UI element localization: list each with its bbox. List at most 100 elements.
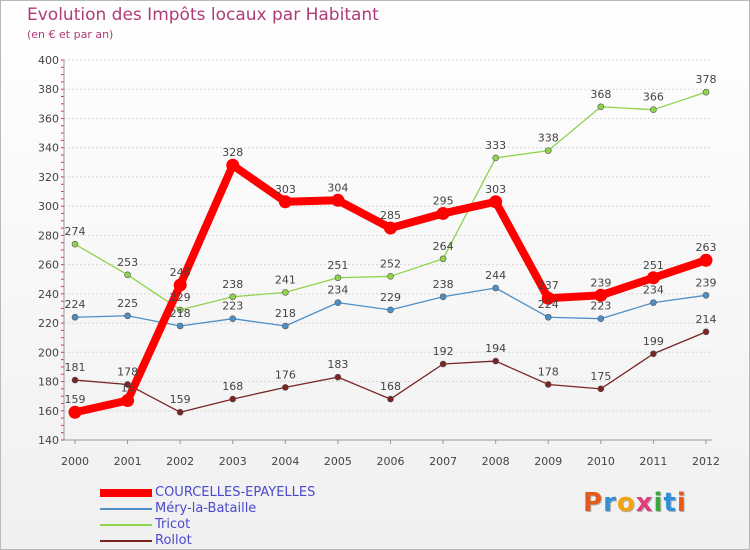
- data-label-courcelles-epayelles: 237: [538, 279, 559, 292]
- logo-letter: r: [603, 488, 617, 518]
- data-label-tricot: 252: [380, 257, 401, 270]
- series-line-courcelles-epayelles: [71, 161, 710, 417]
- data-point-courcelles-epayelles: [699, 253, 713, 267]
- chart-subtitle: (en € et par an): [27, 28, 114, 41]
- data-label-m-ry-la-bataille: 223: [222, 300, 243, 313]
- data-label-m-ry-la-bataille: 238: [433, 278, 454, 291]
- data-point-m-ry-la-bataille: [650, 299, 657, 306]
- data-point-tricot: [544, 147, 552, 154]
- data-label-courcelles-epayelles: 16: [121, 382, 135, 395]
- y-tick-label: 220: [38, 317, 59, 330]
- data-point-courcelles-epayelles: [68, 405, 82, 419]
- data-label-rollot: 178: [117, 365, 138, 378]
- data-point-tricot: [71, 240, 79, 248]
- proxiti-logo: Proxiti: [583, 488, 687, 518]
- legend-item: Méry-la-Bataille: [100, 501, 430, 517]
- data-label-courcelles-epayelles: 246: [170, 266, 191, 279]
- data-point-rollot: [334, 373, 342, 381]
- legend-label: COURCELLES-EPAYELLES: [155, 485, 316, 500]
- data-label-rollot: 176: [275, 368, 296, 381]
- data-label-rollot: 159: [170, 393, 191, 406]
- y-tick-label: 260: [38, 259, 59, 272]
- data-point-m-ry-la-bataille: [597, 315, 605, 322]
- x-tick-label: 2007: [429, 455, 457, 468]
- y-tick-label: 300: [38, 200, 59, 213]
- y-tick-label: 160: [38, 405, 59, 418]
- data-label-rollot: 168: [380, 380, 401, 393]
- data-label-courcelles-epayelles: 295: [433, 194, 454, 207]
- data-point-rollot: [492, 357, 499, 365]
- data-point-tricot: [439, 255, 447, 263]
- data-label-courcelles-epayelles: 304: [327, 181, 348, 194]
- data-label-m-ry-la-bataille: 234: [643, 284, 664, 297]
- data-label-m-ry-la-bataille: 224: [65, 298, 86, 311]
- data-point-courcelles-epayelles: [121, 394, 135, 408]
- data-label-courcelles-epayelles: 239: [590, 276, 611, 289]
- data-label-m-ry-la-bataille: 234: [327, 284, 348, 297]
- data-label-m-ry-la-bataille: 229: [380, 291, 401, 304]
- data-point-m-ry-la-bataille: [387, 306, 394, 314]
- data-label-m-ry-la-bataille: 218: [275, 307, 296, 320]
- data-label-rollot: 168: [222, 380, 243, 393]
- data-label-tricot: 241: [275, 273, 296, 286]
- legend-item: Rollot: [100, 533, 430, 549]
- data-point-rollot: [597, 385, 605, 393]
- y-tick-label: 240: [38, 288, 59, 301]
- data-label-rollot: 214: [696, 313, 717, 326]
- data-point-courcelles-epayelles: [436, 206, 450, 220]
- data-point-rollot: [702, 328, 710, 336]
- logo-letter: P: [583, 488, 604, 518]
- data-point-tricot: [334, 274, 342, 282]
- x-tick-label: 2000: [61, 455, 89, 468]
- data-point-rollot: [387, 395, 394, 403]
- data-point-courcelles-epayelles: [226, 158, 240, 172]
- data-label-tricot: 368: [590, 88, 611, 101]
- legend-swatch: [100, 489, 152, 497]
- data-label-tricot: 378: [696, 73, 717, 86]
- data-label-tricot: 333: [485, 139, 506, 152]
- y-tick-label: 140: [38, 434, 59, 447]
- data-point-courcelles-epayelles: [331, 193, 345, 207]
- data-point-tricot: [124, 271, 131, 279]
- data-label-rollot: 183: [327, 358, 348, 371]
- data-label-tricot: 366: [643, 91, 664, 104]
- data-point-rollot: [71, 376, 79, 384]
- legend-swatch: [100, 508, 152, 510]
- data-label-m-ry-la-bataille: 244: [485, 269, 506, 282]
- y-tick-label: 280: [38, 229, 59, 242]
- y-tick-label: 320: [38, 171, 59, 184]
- data-label-rollot: 178: [538, 365, 559, 378]
- x-tick-label: 2005: [324, 455, 352, 468]
- y-tick-label: 180: [38, 376, 59, 389]
- x-tick-label: 2006: [377, 455, 405, 468]
- logo-letter: i: [676, 488, 687, 518]
- data-point-m-ry-la-bataille: [282, 322, 289, 330]
- data-label-tricot: 251: [327, 259, 348, 272]
- chart-title: Evolution des Impôts locaux par Habitant: [27, 5, 379, 25]
- data-label-tricot: 264: [433, 240, 454, 253]
- legend-label: Rollot: [155, 533, 192, 548]
- data-point-tricot: [229, 293, 237, 301]
- data-label-courcelles-epayelles: 285: [380, 209, 401, 222]
- data-point-m-ry-la-bataille: [176, 322, 184, 330]
- y-tick-label: 360: [38, 112, 59, 125]
- data-label-tricot: 274: [65, 225, 86, 238]
- y-tick-label: 380: [38, 83, 59, 96]
- data-point-m-ry-la-bataille: [439, 293, 447, 301]
- x-tick-label: 2009: [534, 455, 562, 468]
- data-point-courcelles-epayelles: [541, 291, 555, 305]
- data-point-courcelles-epayelles: [278, 195, 292, 209]
- data-point-courcelles-epayelles: [173, 278, 187, 292]
- x-tick-label: 2012: [692, 455, 720, 468]
- data-point-m-ry-la-bataille: [71, 313, 79, 321]
- legend-label: Méry-la-Bataille: [155, 501, 257, 516]
- data-point-m-ry-la-bataille: [334, 299, 342, 306]
- data-point-rollot: [544, 381, 552, 388]
- data-point-rollot: [229, 395, 237, 403]
- data-point-m-ry-la-bataille: [544, 313, 552, 321]
- data-label-m-ry-la-bataille: 225: [117, 297, 138, 310]
- data-label-courcelles-epayelles: 303: [275, 183, 296, 196]
- data-point-rollot: [439, 360, 447, 368]
- data-label-courcelles-epayelles: 251: [643, 259, 664, 272]
- logo-letter: i: [653, 488, 664, 518]
